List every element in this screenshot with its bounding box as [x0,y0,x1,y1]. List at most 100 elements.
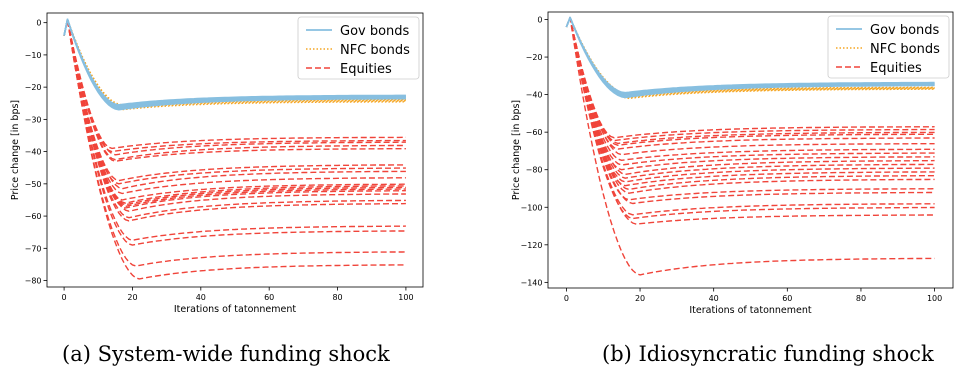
equity-line [63,18,406,201]
equity-line [63,18,406,208]
equity-line [565,16,935,171]
y-tick-label: −10 [25,51,42,60]
caption-a: (a) System-wide funding shock [62,342,390,366]
y-axis-label: Price change [in bps] [511,100,522,200]
y-tick-label: −100 [521,203,543,212]
equity-line [63,18,406,182]
equity-line [63,18,406,280]
equity-line [565,16,935,191]
x-tick-label: 40 [196,293,206,302]
equity-line [565,16,935,142]
equity-line [565,16,935,179]
y-tick-label: −30 [25,115,42,124]
legend-box [827,15,950,79]
equity-line [565,16,935,225]
panel-a: 0 20 40 60 80 100 0 −10 −20 −30 −40 −50 −60 −70 −80 Ite… [0,0,470,367]
y-tick-label: 0 [36,19,41,28]
legend: Gov bonds NFC bonds Equities [827,15,950,79]
y-axis-label: Price change [in bps] [10,100,21,200]
equity-line [565,16,935,166]
y-tick-label: −60 [25,212,42,221]
legend-label: NFC bonds [340,43,410,58]
plot-area: 0 20 40 60 80 100 0 −20 −40 −60 −80 −100 −120 −140 Ite… [511,11,954,316]
y-tick-label: −40 [526,91,543,100]
series-group [63,18,406,280]
x-tick-label: 80 [332,293,342,302]
equity-line [63,18,406,246]
equity-line [63,18,406,241]
equity-line [63,18,406,190]
y-tick-label: −70 [25,244,42,253]
y-tick-label: −20 [25,83,42,92]
legend-label: Gov bonds [870,23,940,38]
equity-line [565,16,935,145]
equity-line [565,16,935,187]
y-tick-label: −80 [25,277,42,286]
plot-area: 0 20 40 60 80 100 0 −10 −20 −30 −40 −50 −60 −70 −80 Ite… [10,12,424,315]
equity-line [565,16,935,216]
x-axis-label: Iterations of tatonnement [689,305,812,316]
chart-b: 0 20 40 60 80 100 0 −20 −40 −60 −80 −100 −120 −140 Ite… [511,11,954,316]
equity-line [565,16,935,220]
x-tick-label: 20 [127,293,137,302]
y-tick-label: −40 [25,148,42,157]
x-tick-label: 60 [782,294,792,303]
gov-bond-line [63,18,406,106]
x-tick-label: 0 [564,294,569,303]
equity-line [565,16,935,156]
equity-line [565,16,935,146]
equity-line [565,16,935,150]
equity-line [565,16,935,161]
equity-line [63,18,406,161]
caption-b: (b) Idiosyncratic funding shock [602,342,934,366]
nfc-bond-line [565,16,935,99]
y-tick-label: −140 [521,278,543,287]
axes-frame [46,12,424,288]
equity-line [63,18,406,195]
legend-label: Gov bonds [340,24,410,39]
equity-line [565,16,935,276]
y-tick-label: −60 [526,128,543,137]
x-tick-label: 100 [398,293,413,302]
equity-line [63,18,406,204]
panel-b: 0 20 40 60 80 100 0 −20 −40 −60 −80 −100 −120 −140 Ite… [485,0,959,367]
equity-line [63,18,406,156]
equity-line [63,18,406,162]
gov-bond-line [565,16,935,94]
equity-line [63,18,406,206]
y-tick-label: −20 [526,53,543,62]
nfc-bond-line [63,18,406,111]
equity-line [565,16,935,205]
equity-line [63,18,406,219]
x-tick-label: 100 [927,294,942,303]
x-tick-label: 80 [856,294,866,303]
x-tick-label: 40 [709,294,719,303]
x-tick-label: 20 [635,294,645,303]
legend-label: Equities [870,61,922,76]
x-axis-label: Iterations of tatonnement [174,304,297,315]
series-group [565,16,935,276]
axes-frame [547,11,954,289]
y-tick-label: 0 [537,16,542,25]
y-tick-label: −120 [521,241,543,250]
equity-line [565,16,935,183]
y-tick-label: −50 [25,180,42,189]
y-tick-label: −80 [526,166,543,175]
equity-line [565,16,935,194]
legend-label: Equities [340,62,392,77]
equity-line [63,18,406,185]
equity-line [63,18,406,222]
x-tick-label: 60 [264,293,274,302]
legend-label: NFC bonds [870,42,940,57]
equity-line [565,16,935,201]
legend: Gov bonds NFC bonds Equities [297,16,420,80]
equity-line [63,18,406,267]
equity-line [63,18,406,212]
equity-line [63,18,406,153]
x-tick-label: 0 [62,293,67,302]
equity-line [565,16,935,176]
chart-a: 0 20 40 60 80 100 0 −10 −20 −30 −40 −50 −60 −70 −80 Ite… [10,12,424,315]
equity-line [63,18,406,150]
equity-line [565,16,935,139]
legend-box [297,16,420,80]
